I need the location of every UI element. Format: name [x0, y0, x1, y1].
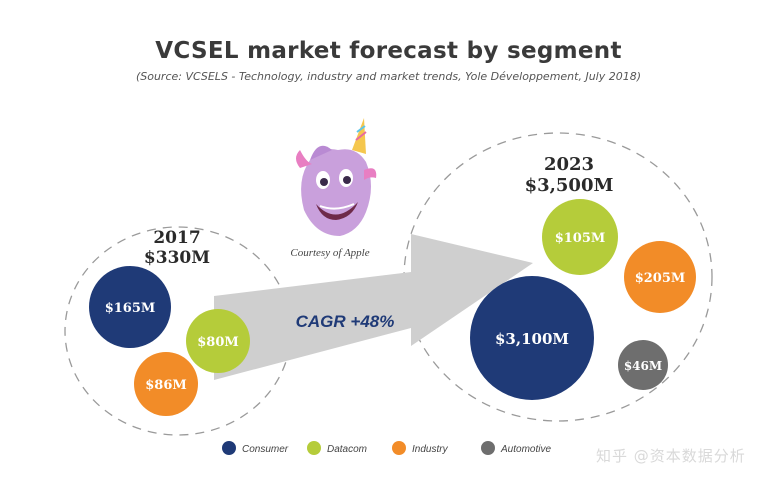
- legend-label-automotive: Automotive: [500, 444, 551, 455]
- chart-subtitle: (Source: VCSELS - Technology, industry a…: [135, 70, 642, 83]
- legend-marker-automotive: [481, 441, 495, 455]
- growth-arrow: [214, 234, 533, 380]
- bubble-2023-industry: [624, 241, 696, 313]
- bubble-2017-industry-label: $86M: [145, 378, 187, 393]
- image-caption: Courtesy of Apple: [290, 247, 369, 259]
- bubble-2023-automotive-label: $46M: [624, 359, 662, 373]
- bubble-2017-consumer-label: $165M: [105, 301, 156, 316]
- bubble-2023-industry-label: $205M: [635, 271, 686, 286]
- legend-marker-industry: [392, 441, 406, 455]
- legend-label-consumer: Consumer: [242, 444, 289, 455]
- unicorn-illustration: [296, 118, 377, 236]
- legend-label-datacom: Datacom: [327, 444, 367, 455]
- legend-marker-datacom: [307, 441, 321, 455]
- year-2017: 2017: [153, 228, 200, 248]
- legend: Consumer Datacom Industry Automotive: [222, 441, 551, 455]
- bubble-2017-datacom-label: $80M: [197, 335, 239, 350]
- year-2023: 2023: [544, 154, 594, 175]
- bubble-2023-datacom-label: $105M: [555, 231, 606, 246]
- bubble-2017-industry: [134, 352, 198, 416]
- legend-marker-consumer: [222, 441, 236, 455]
- bubble-2023-datacom: [542, 199, 618, 275]
- watermark: 知乎 @资本数据分析: [596, 447, 746, 465]
- bubble-2023-automotive: [618, 340, 668, 390]
- total-2017: $330M: [144, 248, 210, 268]
- bubble-2023-consumer-label: $3,100M: [495, 330, 569, 348]
- bubble-2023-consumer: [470, 276, 594, 400]
- legend-label-industry: Industry: [412, 444, 449, 455]
- total-2023: $3,500M: [525, 175, 614, 196]
- chart-title: VCSEL market forecast by segment: [155, 38, 622, 64]
- cagr-label: CAGR +48%: [296, 312, 395, 331]
- bubble-2017-datacom: [186, 309, 250, 373]
- bubble-2017-consumer: [89, 266, 171, 348]
